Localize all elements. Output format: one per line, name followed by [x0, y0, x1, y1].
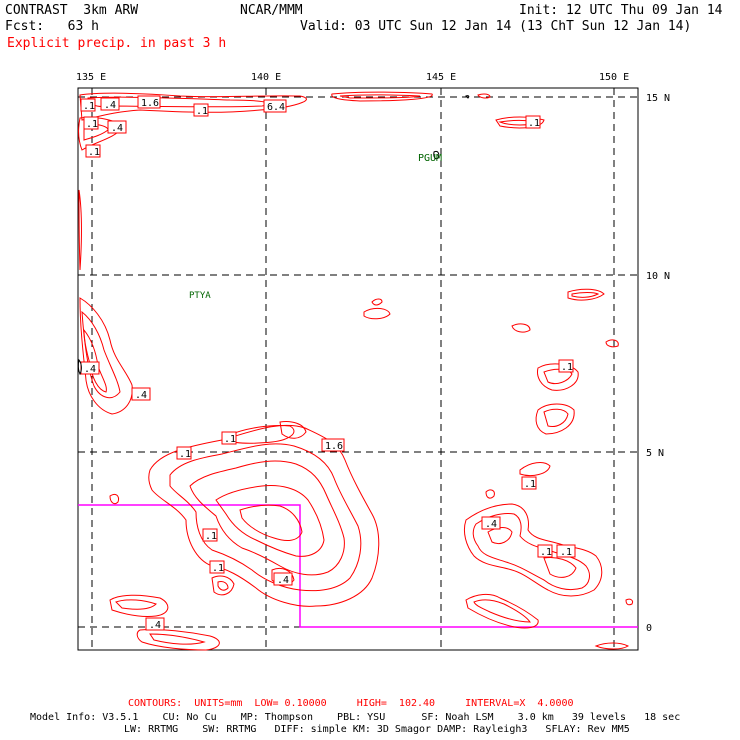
lat-label: 0 [646, 623, 652, 634]
svg-text:.1: .1 [212, 563, 224, 574]
station-label-ptya: PTYA [189, 291, 211, 301]
contour-label: .1 [80, 98, 96, 112]
contour-label: .4 [107, 120, 127, 134]
contour-label: .4 [100, 97, 120, 111]
contour-label: .1 [83, 116, 99, 130]
precip-contours [78, 91, 633, 651]
svg-text:.1: .1 [524, 479, 536, 490]
lon-label: 140 E [251, 72, 281, 83]
model-info-line1: Model Info: V3.5.1 CU: No Cu MP: Thompso… [30, 712, 681, 723]
contour-label: .4 [481, 516, 501, 530]
contour-labels: .1 .4 1.6 .1 6.4 .4 .1 .1 .4 .1 .1 1.6 .… [80, 95, 576, 631]
lat-label: 10 N [646, 271, 670, 282]
svg-text:.1: .1 [83, 101, 95, 112]
contour-label: .4 [145, 617, 165, 631]
svg-text:.4: .4 [485, 519, 497, 530]
contour-label: .1 [537, 544, 553, 558]
contour-label: .1 [525, 115, 541, 129]
land-outlines [77, 95, 470, 376]
lon-label: 135 E [76, 72, 106, 83]
init-time: Init: 12 UTC Thu 09 Jan 14 [519, 3, 723, 18]
contour-label: .1 [521, 476, 537, 490]
svg-text:.1: .1 [528, 118, 540, 129]
svg-text:.1: .1 [196, 106, 208, 117]
contour-label: .1 [202, 528, 218, 542]
contour-info: CONTOURS: UNITS=mm LOW= 0.10000 HIGH= 10… [128, 698, 574, 709]
contour-label: .4 [273, 572, 293, 586]
svg-text:.1: .1 [205, 531, 217, 542]
svg-text:.1: .1 [561, 362, 573, 373]
svg-text:1.6: 1.6 [141, 98, 159, 109]
contour-label: .1 [558, 359, 574, 373]
svg-text:.4: .4 [111, 123, 123, 134]
svg-text:.4: .4 [277, 575, 289, 586]
lat-label: 5 N [646, 448, 664, 459]
field-title: Explicit precip. in past 3 h [7, 36, 227, 51]
svg-text:.1: .1 [86, 119, 98, 130]
lon-label: 145 E [426, 72, 456, 83]
lon-label: 150 E [599, 72, 629, 83]
svg-text:.4: .4 [104, 100, 116, 111]
valid-time: Valid: 03 UTC Sun 12 Jan 14 (13 ChT Sun … [300, 19, 692, 34]
svg-text:.1: .1 [179, 449, 191, 460]
contour-label: .1 [221, 431, 237, 445]
svg-text:6.4: 6.4 [267, 102, 285, 113]
station-label-pgum: PGUM [418, 153, 442, 164]
contour-label: .1 [85, 144, 101, 158]
svg-text:.4: .4 [84, 364, 96, 375]
contour-label: .1 [193, 103, 209, 117]
contour-label: .4 [80, 361, 100, 375]
forecast-hour: Fcst: 63 h [5, 19, 99, 34]
contour-label: .1 [556, 544, 576, 558]
svg-text:.1: .1 [540, 547, 552, 558]
contour-label: 1.6 [137, 95, 161, 109]
contour-label: .1 [209, 560, 225, 574]
institution-title: NCAR/MMM [240, 3, 303, 18]
model-info-line2: LW: RRTMG SW: RRTMG DIFF: simple KM: 3D … [124, 724, 630, 735]
domain-boundary [78, 504, 638, 628]
contour-label: 1.6 [321, 438, 345, 452]
svg-text:.4: .4 [135, 390, 147, 401]
svg-text:1.6: 1.6 [325, 441, 343, 452]
svg-text:.1: .1 [224, 434, 236, 445]
contour-label: 6.4 [263, 99, 287, 113]
svg-text:.4: .4 [149, 620, 161, 631]
contour-label: .1 [176, 446, 192, 460]
model-title: CONTRAST 3km ARW [5, 3, 139, 18]
svg-text:.1: .1 [88, 147, 100, 158]
svg-text:.1: .1 [560, 547, 572, 558]
contour-label: .4 [131, 387, 151, 401]
lat-label: 15 N [646, 93, 670, 104]
